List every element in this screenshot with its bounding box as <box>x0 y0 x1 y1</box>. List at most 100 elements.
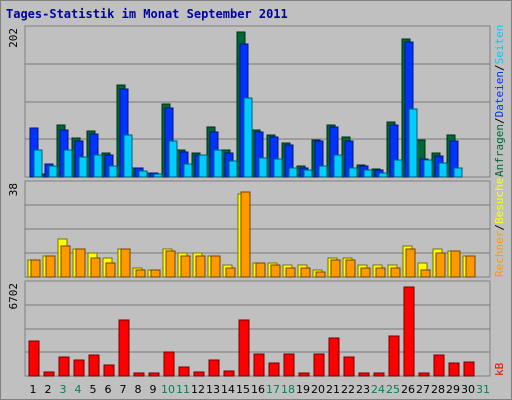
bar-seiten-day-18 <box>288 167 298 178</box>
bar-kb-day-13 <box>208 359 220 377</box>
x-tick-label-day-17: 17 <box>266 383 280 396</box>
x-tick-label-day-27: 27 <box>416 383 430 396</box>
bar-seiten-day-1 <box>33 149 43 178</box>
x-tick-label-day-25: 25 <box>386 383 400 396</box>
x-tick-label-day-29: 29 <box>446 383 460 396</box>
bar-kb-day-20 <box>313 353 325 377</box>
bar-rechner-day-12 <box>195 255 206 278</box>
x-tick-label-day-30: 30 <box>461 383 475 396</box>
bar-rechner-day-11 <box>180 255 191 278</box>
legend-entry: Dateien <box>493 71 506 117</box>
bar-seiten-day-6 <box>108 165 118 178</box>
bar-kb-day-6 <box>103 364 115 377</box>
bar-rechner-day-8 <box>135 269 146 278</box>
bar-kb-day-26 <box>403 286 415 377</box>
bar-rechner-day-4 <box>75 248 86 278</box>
legend-entry: / <box>493 224 506 231</box>
bar-rechner-day-24 <box>375 267 386 278</box>
legend-entry: kB <box>493 362 506 376</box>
bar-rechner-day-5 <box>90 257 101 278</box>
bar-kb-day-22 <box>343 356 355 377</box>
x-tick-label-day-21: 21 <box>326 383 340 396</box>
bar-seiten-day-26 <box>408 108 418 178</box>
bar-kb-day-19 <box>298 372 310 377</box>
bar-rechner-day-2 <box>45 255 56 278</box>
bar-seiten-day-17 <box>273 158 283 178</box>
bar-rechner-day-10 <box>165 250 176 278</box>
legend-entry: Anfragen <box>493 124 506 177</box>
bar-rechner-day-13 <box>210 255 221 278</box>
bar-kb-day-7 <box>118 319 130 377</box>
bar-rechner-day-16 <box>255 262 266 278</box>
bar-seiten-day-23 <box>363 169 373 178</box>
bar-seiten-day-10 <box>168 140 178 178</box>
bar-seiten-day-11 <box>183 163 193 178</box>
legend-entry: / <box>493 117 506 124</box>
x-tick-label-day-22: 22 <box>341 383 355 396</box>
bar-kb-day-14 <box>223 370 235 377</box>
x-tick-label-day-5: 5 <box>90 383 97 396</box>
chart-title: Tages-Statistik im Monat September 2011 <box>6 7 288 21</box>
bar-rechner-day-15 <box>240 191 251 278</box>
x-tick-label-day-24: 24 <box>371 383 385 396</box>
bar-seiten-day-19 <box>303 169 313 178</box>
bar-seiten-day-12 <box>198 154 208 178</box>
bar-seiten-day-20 <box>318 165 328 178</box>
x-tick-label-day-13: 13 <box>206 383 220 396</box>
bar-kb-day-30 <box>463 361 475 377</box>
bar-rechner-day-7 <box>120 248 131 278</box>
x-tick-label-day-28: 28 <box>431 383 445 396</box>
bar-kb-day-4 <box>73 359 85 377</box>
panel-1-max-label: 202 <box>7 28 20 48</box>
bar-kb-day-18 <box>283 353 295 377</box>
bar-kb-day-17 <box>268 362 280 377</box>
bar-seiten-day-2 <box>48 165 58 178</box>
x-tick-label-day-3: 3 <box>60 383 67 396</box>
bar-rechner-day-26 <box>405 248 416 278</box>
bar-kb-day-11 <box>178 366 190 377</box>
bar-rechner-day-18 <box>285 267 296 278</box>
bar-rechner-day-25 <box>390 267 401 278</box>
bar-kb-day-21 <box>328 337 340 377</box>
legend-bottom: kB <box>493 362 506 376</box>
bar-kb-day-2 <box>43 371 55 377</box>
x-tick-label-day-4: 4 <box>75 383 82 396</box>
bar-seiten-day-16 <box>258 157 268 178</box>
x-tick-label-day-23: 23 <box>356 383 370 396</box>
x-tick-label-day-12: 12 <box>191 383 205 396</box>
x-tick-label-day-19: 19 <box>296 383 310 396</box>
bar-kb-day-27 <box>418 372 430 377</box>
panel-2-max-label: 38 <box>7 183 20 196</box>
legend-middle: Rechner/Besuche <box>493 178 506 277</box>
bar-seiten-day-3 <box>63 149 73 178</box>
bar-kb-day-10 <box>163 351 175 377</box>
bar-seiten-day-13 <box>213 149 223 178</box>
bar-kb-day-1 <box>28 340 40 377</box>
bar-rechner-day-9 <box>150 269 161 278</box>
bar-seiten-day-9 <box>153 173 163 178</box>
bar-seiten-day-4 <box>78 156 88 178</box>
bar-rechner-day-20 <box>315 271 326 278</box>
x-tick-label-day-18: 18 <box>281 383 295 396</box>
x-tick-label-day-20: 20 <box>311 383 325 396</box>
bar-seiten-day-21 <box>333 154 343 178</box>
legend-entry: Besuche <box>493 178 506 224</box>
bar-kb-day-5 <box>88 354 100 377</box>
bar-seiten-day-28 <box>438 162 448 178</box>
bar-kb-day-23 <box>358 372 370 377</box>
bar-rechner-day-30 <box>465 255 476 278</box>
x-tick-label-day-31: 31 <box>476 383 490 396</box>
x-tick-label-day-14: 14 <box>221 383 235 396</box>
legend-entry: Rechner <box>493 230 506 277</box>
bar-seiten-day-24 <box>378 172 388 178</box>
bar-kb-day-16 <box>253 353 265 377</box>
x-tick-label-day-1: 1 <box>30 383 37 396</box>
bar-seiten-day-27 <box>423 159 433 178</box>
x-tick-label-day-26: 26 <box>401 383 415 396</box>
x-tick-label-day-6: 6 <box>105 383 112 396</box>
bar-rechner-day-27 <box>420 269 431 278</box>
bar-seiten-day-25 <box>393 159 403 178</box>
bar-seiten-day-14 <box>228 160 238 178</box>
x-tick-label-day-9: 9 <box>150 383 157 396</box>
